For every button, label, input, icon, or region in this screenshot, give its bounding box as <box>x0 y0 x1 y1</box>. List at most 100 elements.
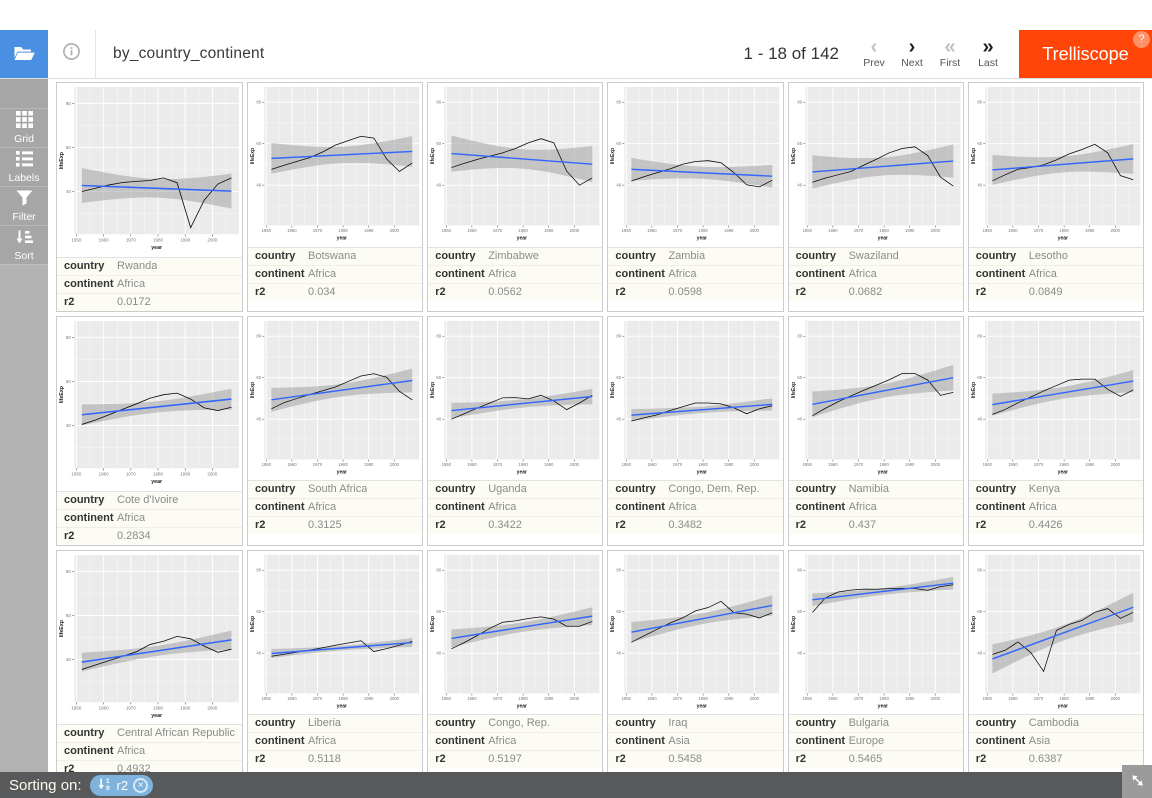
svg-text:1960: 1960 <box>1008 696 1018 701</box>
svg-text:year: year <box>697 235 707 241</box>
display-info-button[interactable] <box>48 30 96 78</box>
svg-text:40: 40 <box>256 650 261 655</box>
panel-label-row-country: country Botswana <box>248 248 422 265</box>
panel[interactable]: 1950 1960 1970 1980 1990 2000 40 60 80 year lifeEx… <box>247 549 424 780</box>
svg-text:40: 40 <box>797 416 802 421</box>
svg-text:1990: 1990 <box>544 228 554 233</box>
label-value: Africa <box>117 511 146 524</box>
panel[interactable]: 1950 1960 1970 1980 1990 2000 40 60 80 year lifeEx… <box>56 82 244 312</box>
label-name: continent <box>795 267 846 280</box>
trelliscope-button[interactable]: Trelliscope ? <box>1019 30 1152 78</box>
sidebar-item-labels[interactable]: Labels <box>0 147 48 186</box>
svg-text:1960: 1960 <box>828 228 838 233</box>
svg-text:1970: 1970 <box>1034 462 1044 467</box>
panel-label-row-r2: r2 0.6387 <box>968 750 1143 768</box>
trend-line <box>991 606 1134 660</box>
sidebar-item-sort[interactable]: Sort <box>0 225 48 264</box>
label-value: Africa <box>117 745 146 758</box>
sidebar-item-grid[interactable]: Grid <box>0 108 48 147</box>
pager-next-button[interactable]: › Next <box>893 37 931 69</box>
panel[interactable]: 1950 1960 1970 1980 1990 2000 40 60 80 year lifeEx… <box>967 549 1144 780</box>
trend-line <box>631 168 773 177</box>
panel-chart[interactable]: 1950 1960 1970 1980 1990 2000 40 60 80 year lifeEx… <box>969 83 1143 247</box>
panel-chart[interactable]: 1950 1960 1970 1980 1990 2000 40 60 80 year lifeEx… <box>789 551 963 715</box>
lifeexp-line <box>81 177 232 229</box>
panel[interactable]: 1950 1960 1970 1980 1990 2000 40 60 80 year lifeEx… <box>427 315 604 546</box>
panel[interactable]: 1950 1960 1970 1980 1990 2000 40 60 80 year lifeEx… <box>427 549 604 780</box>
remove-sort-icon[interactable]: × <box>133 777 149 793</box>
panel-labels: country Uganda continent Africa r2 0.342… <box>428 480 603 535</box>
panel[interactable]: 1950 1960 1970 1980 1990 2000 40 60 80 year lifeEx… <box>56 315 244 546</box>
panel-label-row-r2: r2 0.3422 <box>428 516 603 534</box>
panel-chart[interactable]: 1950 1960 1970 1980 1990 2000 40 60 80 year lifeEx… <box>608 551 782 715</box>
panel[interactable]: 1950 1960 1970 1980 1990 2000 40 60 80 year lifeEx… <box>787 82 964 312</box>
panel[interactable]: 1950 1960 1970 1980 1990 2000 40 60 80 year lifeEx… <box>967 82 1144 312</box>
pager-last-button[interactable]: » Last <box>969 37 1007 69</box>
panel-chart[interactable]: 1950 1960 1970 1980 1990 2000 40 60 80 year lifeEx… <box>428 317 602 481</box>
label-value: Africa <box>668 267 697 280</box>
label-value: 0.3125 <box>308 519 342 532</box>
panel-chart[interactable]: 1950 1960 1970 1980 1990 2000 40 60 80 year lifeEx… <box>608 317 782 481</box>
panel-chart[interactable]: 1950 1960 1970 1980 1990 2000 40 60 80 year lifeEx… <box>969 317 1143 481</box>
sidebar-item-label: Grid <box>14 133 34 145</box>
panel[interactable]: 1950 1960 1970 1980 1990 2000 40 60 80 year lifeEx… <box>787 549 964 780</box>
label-value: Africa <box>117 277 146 290</box>
panel[interactable]: 1950 1960 1970 1980 1990 2000 40 60 80 year lifeEx… <box>607 82 784 312</box>
svg-text:year: year <box>1057 235 1067 241</box>
panel-chart[interactable]: 1950 1960 1970 1980 1990 2000 40 60 80 year lifeEx… <box>248 317 422 481</box>
svg-text:year: year <box>337 469 347 475</box>
svg-text:40: 40 <box>797 183 802 188</box>
trend-line <box>451 395 593 412</box>
label-value: South Africa <box>308 483 368 496</box>
lifeexp-line <box>992 378 1134 415</box>
svg-text:40: 40 <box>977 416 982 421</box>
panel-chart[interactable]: 1950 1960 1970 1980 1990 2000 40 60 80 year lifeEx… <box>57 551 242 725</box>
svg-text:80: 80 <box>977 567 982 572</box>
panel-chart[interactable]: 1950 1960 1970 1980 1990 2000 40 60 80 year lifeEx… <box>789 317 963 481</box>
label-name: r2 <box>255 285 266 298</box>
panel-chart[interactable]: 1950 1960 1970 1980 1990 2000 40 60 80 year lifeEx… <box>428 551 602 715</box>
label-name: r2 <box>975 519 987 532</box>
svg-text:9: 9 <box>106 785 110 791</box>
svg-text:1980: 1980 <box>519 462 529 467</box>
svg-text:60: 60 <box>256 609 261 614</box>
panel[interactable]: 1950 1960 1970 1980 1990 2000 40 60 80 year lifeEx… <box>247 82 424 312</box>
panel[interactable]: 1950 1960 1970 1980 1990 2000 40 60 80 year lifeEx… <box>607 315 784 546</box>
panel[interactable]: 1950 1960 1970 1980 1990 2000 40 60 80 year lifeEx… <box>427 82 604 312</box>
panel[interactable]: 1950 1960 1970 1980 1990 2000 40 60 80 year lifeEx… <box>787 315 964 546</box>
fullscreen-button[interactable] <box>1122 765 1152 798</box>
panel-label-row-country: country Congo, Dem. Rep. <box>608 481 782 498</box>
label-value: Iraq <box>668 717 688 730</box>
sort-pill-label: r2 <box>116 777 129 793</box>
panel-chart[interactable]: 1950 1960 1970 1980 1990 2000 40 60 80 year lifeEx… <box>608 83 782 247</box>
panel[interactable]: 1950 1960 1970 1980 1990 2000 40 60 80 year lifeEx… <box>607 549 784 780</box>
panel-chart[interactable]: 1950 1960 1970 1980 1990 2000 40 60 80 year lifeEx… <box>428 83 602 247</box>
svg-text:1990: 1990 <box>544 462 554 467</box>
svg-text:1950: 1950 <box>802 696 812 701</box>
svg-text:1970: 1970 <box>493 696 503 701</box>
label-value: Africa <box>308 501 337 514</box>
svg-text:1960: 1960 <box>99 705 109 710</box>
svg-text:1970: 1970 <box>493 462 503 467</box>
panel-chart[interactable]: 1950 1960 1970 1980 1990 2000 40 60 80 year lifeEx… <box>789 83 963 247</box>
panel-chart[interactable]: 1950 1960 1970 1980 1990 2000 40 60 80 year lifeEx… <box>969 551 1143 715</box>
open-display-button[interactable] <box>0 30 48 78</box>
svg-text:1970: 1970 <box>313 696 323 701</box>
panel-chart[interactable]: 1950 1960 1970 1980 1990 2000 40 60 80 year lifeEx… <box>57 317 242 491</box>
svg-text:40: 40 <box>256 183 261 188</box>
panel-chart[interactable]: 1950 1960 1970 1980 1990 2000 40 60 80 year lifeEx… <box>57 83 242 257</box>
panel[interactable]: 1950 1960 1970 1980 1990 2000 40 60 80 year lifeEx… <box>56 549 244 780</box>
panel[interactable]: 1950 1960 1970 1980 1990 2000 40 60 80 year lifeEx… <box>247 315 424 546</box>
panel[interactable]: 1950 1960 1970 1980 1990 2000 40 60 80 year lifeEx… <box>967 315 1144 546</box>
panel-chart[interactable]: 1950 1960 1970 1980 1990 2000 40 60 80 year lifeEx… <box>248 551 422 715</box>
panel-labels: country Rwanda continent Africa r2 0.017… <box>57 256 243 311</box>
trend-line <box>271 150 413 160</box>
sort-pill-r2[interactable]: 1 9 r2 × <box>89 774 154 796</box>
sidebar-item-filter[interactable]: Filter <box>0 186 48 225</box>
svg-text:1980: 1980 <box>153 705 163 710</box>
svg-text:1960: 1960 <box>99 237 109 242</box>
svg-text:1990: 1990 <box>724 462 734 467</box>
panel-chart[interactable]: 1950 1960 1970 1980 1990 2000 40 60 80 year lifeEx… <box>248 83 422 247</box>
help-badge[interactable]: ? <box>1133 31 1150 48</box>
grid-icon <box>15 111 33 131</box>
